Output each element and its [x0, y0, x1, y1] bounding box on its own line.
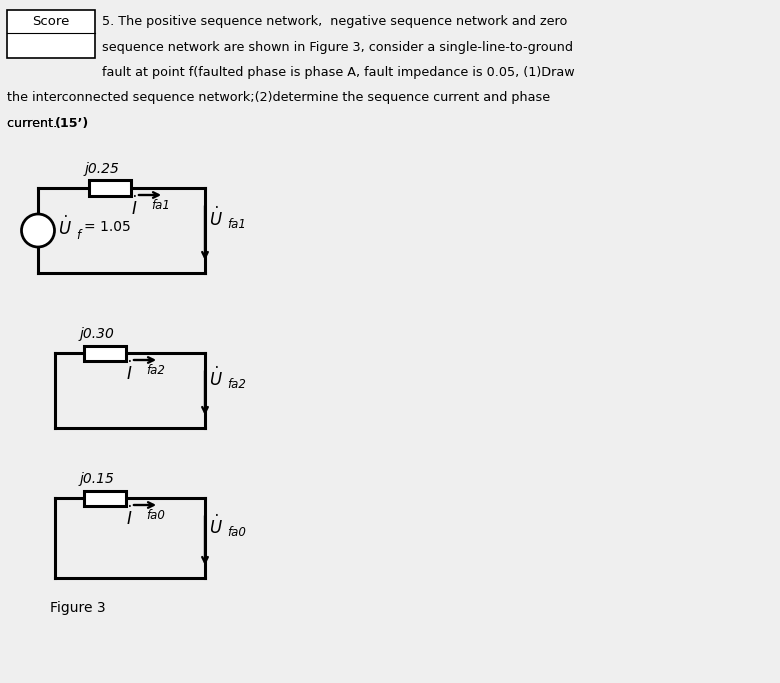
Text: j0.15: j0.15 [80, 472, 115, 486]
Text: j0.25: j0.25 [84, 162, 119, 176]
Text: f: f [76, 229, 80, 242]
Text: current.: current. [7, 117, 62, 130]
Text: $\dot{I}$: $\dot{I}$ [126, 506, 133, 529]
Bar [84, 346, 126, 361]
Text: fa1: fa1 [227, 218, 246, 231]
Text: $\dot{U}$: $\dot{U}$ [58, 216, 72, 239]
Text: fa0: fa0 [146, 509, 165, 522]
Bar [7, 10, 95, 58]
Text: sequence network are shown in Figure 3, consider a single-line-to-ground: sequence network are shown in Figure 3, … [102, 40, 573, 53]
Text: Figure 3: Figure 3 [50, 601, 106, 615]
Circle shape [22, 214, 55, 247]
Text: j0.30: j0.30 [80, 327, 115, 341]
Text: fa2: fa2 [227, 378, 246, 391]
Text: fa0: fa0 [227, 525, 246, 538]
Text: current.: current. [7, 117, 62, 130]
Text: $\dot{U}$: $\dot{U}$ [209, 514, 223, 538]
Text: $\dot{I}$: $\dot{I}$ [131, 196, 137, 219]
Text: fault at point f(faulted phase is phase A, fault impedance is 0.05, (1)Draw: fault at point f(faulted phase is phase … [102, 66, 575, 79]
Text: the interconnected sequence network;(2)determine the sequence current and phase: the interconnected sequence network;(2)d… [7, 92, 550, 104]
Text: fa1: fa1 [151, 199, 170, 212]
Text: $\dot{U}$: $\dot{U}$ [209, 367, 223, 390]
Bar [89, 180, 131, 195]
Text: = 1.05: = 1.05 [84, 221, 131, 234]
Text: $\dot{U}$: $\dot{U}$ [209, 207, 223, 230]
Bar [84, 490, 126, 505]
Text: fa2: fa2 [146, 364, 165, 377]
Text: $\dot{I}$: $\dot{I}$ [126, 361, 133, 384]
Text: (15’): (15’) [55, 117, 89, 130]
Text: 5. The positive sequence network,  negative sequence network and zero: 5. The positive sequence network, negati… [102, 15, 567, 28]
Text: Score: Score [32, 15, 69, 28]
